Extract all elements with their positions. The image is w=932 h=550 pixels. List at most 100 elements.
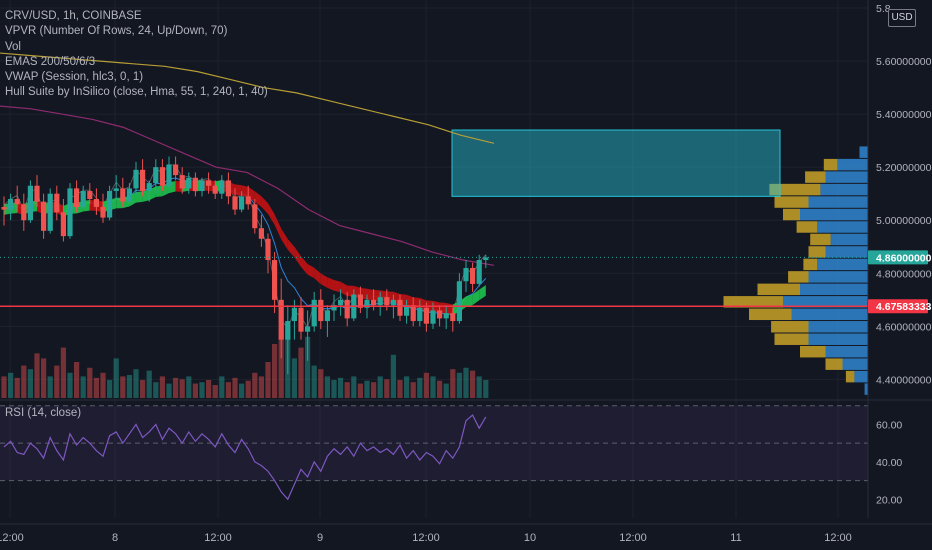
candle-body [324, 310, 330, 322]
candle[interactable] [265, 233, 271, 274]
hull-segment [314, 267, 321, 285]
candle[interactable] [232, 188, 238, 215]
volume-bar [483, 380, 489, 398]
hull-segment [235, 184, 242, 196]
candle[interactable] [463, 260, 469, 292]
candle[interactable] [357, 286, 363, 314]
volume-bar [456, 372, 462, 398]
candle-body [463, 267, 469, 282]
candle[interactable] [245, 185, 251, 210]
candle[interactable] [179, 167, 185, 194]
candle[interactable] [324, 305, 330, 337]
vpvr-legend[interactable]: VPVR (Number Of Rows, 24, Up/Down, 70) [5, 25, 228, 38]
candle[interactable] [107, 185, 113, 221]
candle[interactable] [219, 175, 225, 199]
rsi-legend[interactable]: RSI (14, close) [5, 407, 82, 419]
vp-up-row [837, 158, 868, 171]
last-price-tag-bg [868, 250, 928, 265]
candle-body [219, 180, 225, 194]
candle[interactable] [74, 180, 80, 213]
candle[interactable] [377, 291, 383, 316]
candle[interactable] [47, 188, 53, 234]
hull-segment [320, 273, 328, 288]
candle[interactable] [87, 183, 93, 205]
candle[interactable] [159, 159, 165, 192]
candle[interactable] [206, 172, 212, 194]
candle[interactable] [410, 297, 416, 327]
candle[interactable] [476, 254, 482, 287]
candle[interactable] [1, 196, 7, 226]
candle[interactable] [305, 310, 311, 361]
hull-legend[interactable]: Hull Suite by InSilico (close, Hma, 55, … [5, 86, 268, 99]
candle[interactable] [140, 159, 146, 197]
candle[interactable] [258, 214, 264, 247]
candle[interactable] [285, 305, 291, 375]
candle-body [456, 281, 462, 322]
candle[interactable] [239, 191, 245, 213]
candle[interactable] [483, 254, 489, 268]
candle[interactable] [470, 262, 476, 292]
candle[interactable] [146, 180, 152, 202]
vwap-legend[interactable]: VWAP (Session, hlc3, 0, 1) [5, 71, 144, 84]
candle[interactable] [166, 156, 172, 189]
candle[interactable] [153, 159, 159, 194]
candle[interactable] [404, 299, 410, 324]
candle[interactable] [344, 291, 350, 327]
candle[interactable] [54, 185, 60, 221]
candle[interactable] [311, 291, 317, 332]
candle[interactable] [120, 177, 126, 207]
volume-bar [186, 376, 192, 398]
price-tick-label: 4.80000000 [876, 268, 932, 280]
vol-legend[interactable]: Vol [5, 40, 21, 53]
candle[interactable] [8, 193, 14, 221]
candle[interactable] [331, 294, 337, 322]
candle[interactable] [272, 252, 278, 314]
candle[interactable] [252, 199, 258, 234]
candle[interactable] [21, 193, 27, 231]
volume-bar [476, 376, 482, 398]
candle[interactable] [126, 183, 132, 205]
candle[interactable] [278, 278, 284, 359]
candle[interactable] [212, 180, 218, 199]
candle[interactable] [67, 183, 73, 239]
candle[interactable] [93, 188, 99, 215]
candle[interactable] [173, 156, 179, 181]
candle[interactable] [113, 175, 119, 199]
candle[interactable] [186, 172, 192, 194]
candle[interactable] [338, 289, 344, 316]
candle[interactable] [298, 297, 304, 340]
emas-legend[interactable]: EMAS 200/50/6/3 [5, 55, 96, 68]
candle[interactable] [443, 305, 449, 330]
candle[interactable] [100, 193, 106, 223]
candle[interactable] [27, 180, 33, 223]
currency-button[interactable]: USD [888, 9, 916, 27]
candle[interactable] [133, 161, 139, 194]
price-lines [0, 256, 868, 307]
candle[interactable] [41, 193, 47, 239]
candle[interactable] [456, 273, 462, 324]
candle[interactable] [60, 199, 66, 242]
candle[interactable] [14, 185, 20, 213]
candle[interactable] [80, 185, 86, 210]
candle[interactable] [437, 305, 443, 327]
candle-body [305, 326, 311, 332]
candle-body [54, 193, 60, 213]
candle[interactable] [192, 172, 198, 197]
candle-body [93, 199, 99, 207]
candle[interactable] [450, 307, 456, 332]
vp-up-row [842, 358, 868, 370]
candle-body [397, 299, 403, 316]
candle[interactable] [34, 175, 40, 207]
candle[interactable] [225, 172, 231, 205]
vp-down-row [783, 208, 800, 221]
candle[interactable] [318, 289, 324, 330]
hull-segment [162, 182, 169, 197]
symbol-title[interactable]: CRV/USD, 1h, COINBASE [5, 10, 142, 22]
candle[interactable] [199, 177, 205, 197]
candle[interactable] [423, 302, 429, 332]
candle[interactable] [417, 299, 423, 327]
candle[interactable] [397, 294, 403, 322]
candle-body [8, 199, 14, 210]
